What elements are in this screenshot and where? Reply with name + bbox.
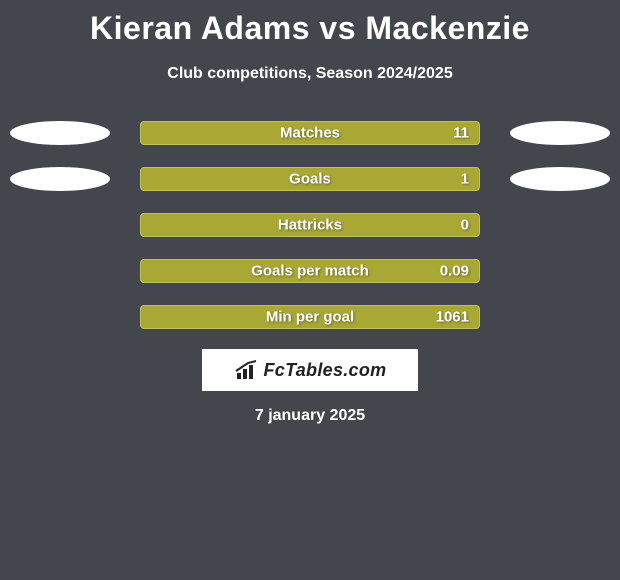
stat-bar: Goals 1 — [140, 167, 480, 191]
player-right-marker — [510, 167, 610, 191]
player-left-marker — [10, 167, 110, 191]
stat-label: Goals — [289, 171, 331, 188]
stat-value: 1061 — [436, 309, 469, 326]
stat-value: 1 — [461, 171, 469, 188]
stat-value: 0 — [461, 217, 469, 234]
stat-rows: Matches 11 Goals 1 Hattricks 0 Goals per match… — [0, 119, 620, 331]
bar-chart-icon — [234, 359, 260, 381]
player-right-marker — [510, 121, 610, 145]
comparison-infographic: Kieran Adams vs Mackenzie Club competiti… — [0, 0, 620, 580]
date-footer: 7 january 2025 — [0, 407, 620, 425]
stat-label: Hattricks — [278, 217, 342, 234]
stat-row: Matches 11 — [0, 119, 620, 147]
brand-label: FcTables.com — [264, 360, 387, 381]
brand-badge: FcTables.com — [202, 349, 418, 391]
page-title: Kieran Adams vs Mackenzie — [0, 0, 620, 47]
stat-bar: Min per goal 1061 — [140, 305, 480, 329]
stat-label: Goals per match — [251, 263, 369, 280]
stat-value: 11 — [453, 125, 469, 142]
stat-bar: Goals per match 0.09 — [140, 259, 480, 283]
stat-row: Goals per match 0.09 — [0, 257, 620, 285]
stat-row: Goals 1 — [0, 165, 620, 193]
stat-label: Min per goal — [266, 309, 354, 326]
player-left-marker — [10, 121, 110, 145]
stat-row: Min per goal 1061 — [0, 303, 620, 331]
stat-value: 0.09 — [440, 263, 469, 280]
stat-row: Hattricks 0 — [0, 211, 620, 239]
stat-bar: Hattricks 0 — [140, 213, 480, 237]
stat-label: Matches — [280, 125, 340, 142]
subtitle: Club competitions, Season 2024/2025 — [0, 65, 620, 83]
stat-bar: Matches 11 — [140, 121, 480, 145]
